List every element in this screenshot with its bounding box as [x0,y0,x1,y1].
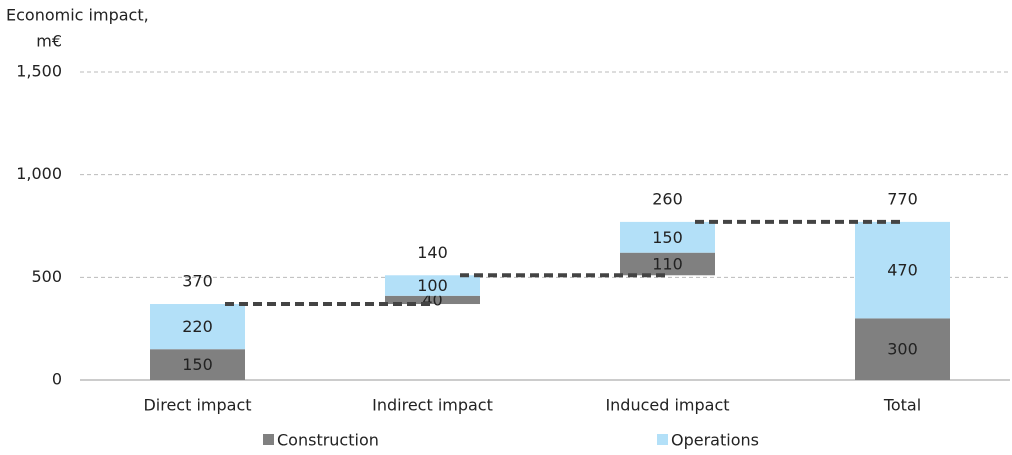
legend-label: Operations [671,431,759,450]
total-label: 260 [652,189,683,208]
total-label: 770 [887,189,918,208]
y-tick-label: 1,500 [16,62,62,81]
bar-segment [855,221,950,319]
bar-segment [620,221,715,253]
bar-segment [150,304,245,350]
x-tick-label: Total [883,396,921,415]
data-label: 100 [417,276,448,295]
bar-segment [620,252,715,276]
legend-swatch [657,434,668,445]
data-label: 300 [887,340,918,359]
data-label: 150 [652,228,683,247]
y-tick-label: 1,000 [16,164,62,183]
data-label: 470 [887,261,918,280]
y-axis-title: m€ [36,32,62,51]
legend-swatch [263,434,274,445]
data-label: 150 [182,355,213,374]
total-label: 140 [417,243,448,262]
data-label: 110 [652,254,683,273]
legend-label: Construction [277,431,379,450]
bar-segment [150,349,245,380]
y-tick-label: 500 [31,267,62,286]
x-tick-label: Induced impact [605,396,729,415]
y-axis-title: Economic impact, [6,6,149,25]
x-tick-label: Indirect impact [372,396,493,415]
y-tick-label: 0 [52,370,62,389]
total-label: 370 [182,272,213,291]
x-tick-label: Direct impact [143,396,251,415]
data-label: 220 [182,317,213,336]
bar-segment [855,318,950,380]
bar-segment [385,295,480,305]
bar-segment [385,275,480,296]
